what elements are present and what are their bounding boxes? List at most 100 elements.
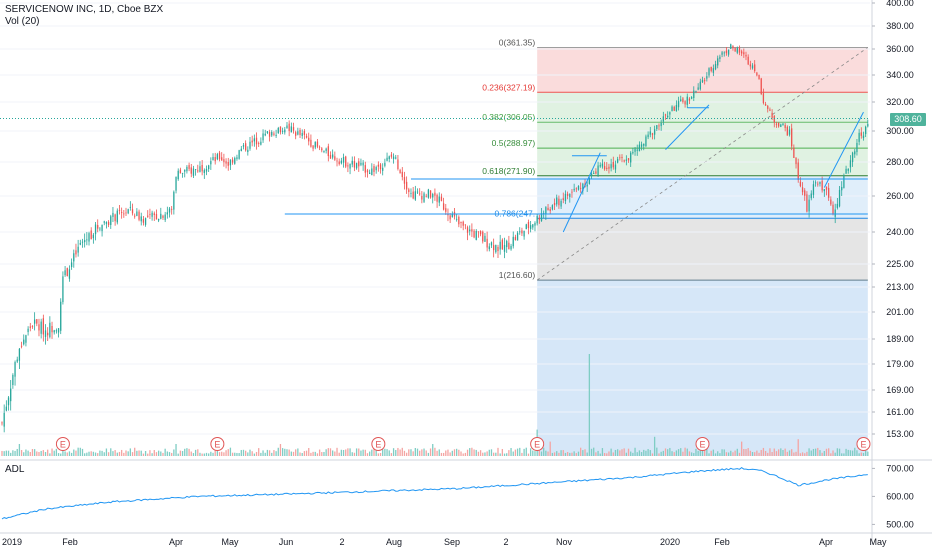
earnings-marker[interactable]: E <box>530 437 545 451</box>
candle-body <box>375 167 377 171</box>
candle-body <box>216 154 219 160</box>
candle-body <box>171 208 173 210</box>
volume-bar <box>366 453 369 456</box>
volume-bar <box>821 452 823 456</box>
candle-body <box>101 224 103 232</box>
fib-zone <box>537 218 868 281</box>
volume-bar <box>677 449 680 456</box>
volume-bar <box>540 451 543 456</box>
volume-bar <box>860 452 862 456</box>
volume-bar <box>371 449 373 456</box>
volume-bar <box>64 451 66 456</box>
candle-body <box>273 133 275 135</box>
candle-body <box>225 161 227 164</box>
candle-body <box>186 166 188 172</box>
volume-bar <box>854 447 856 456</box>
volume-bar <box>29 452 31 456</box>
candle-body <box>157 218 160 221</box>
volume-bar <box>479 450 482 456</box>
candle-body <box>149 214 151 215</box>
candle-body <box>279 126 282 133</box>
candle-body <box>253 138 256 142</box>
candle-body <box>601 163 604 167</box>
candle-body <box>249 141 251 149</box>
volume-bar <box>173 449 175 456</box>
volume-bar <box>492 452 495 456</box>
candle-body <box>543 213 545 214</box>
candle-body <box>162 215 164 218</box>
volume-bar <box>244 450 247 456</box>
candle-body <box>244 143 247 151</box>
volume-bar <box>684 447 686 456</box>
candle-body <box>268 132 271 137</box>
time-tick-label: Apr <box>819 537 833 547</box>
volume-bar <box>599 453 601 456</box>
candle-body <box>808 199 810 212</box>
adl-pane[interactable]: 700.00 600.00 500.00 <box>0 459 932 529</box>
candle-body <box>608 166 610 169</box>
volume-bar <box>99 450 101 456</box>
volume-bar <box>49 453 51 456</box>
candle-body <box>405 181 408 190</box>
volume-bar <box>573 451 575 456</box>
volume-bar <box>693 453 695 456</box>
trend-drawings[interactable] <box>0 104 870 233</box>
price-axis[interactable]: 400.00 380.00 360.00 340.00 320.00 300.00 280.… <box>871 0 914 545</box>
candle-body <box>281 130 284 132</box>
volume-bar <box>566 452 569 456</box>
candle-body <box>849 160 852 168</box>
candle-body <box>553 202 556 206</box>
candle-body <box>595 171 597 174</box>
candle-body <box>858 132 860 142</box>
volume-bar <box>260 452 262 456</box>
volume-bar <box>205 452 208 456</box>
earnings-marker[interactable]: E <box>856 437 871 451</box>
fibonacci-retracement[interactable]: 0(361.35) 0.236(327.19) 0.382(306.05) 0.5(2… <box>482 37 869 456</box>
candle-body <box>432 194 434 198</box>
time-tick-label: Feb <box>62 537 78 547</box>
candle-body <box>512 236 514 247</box>
candle-body <box>97 224 99 229</box>
candle-body <box>336 160 338 162</box>
volume-bar <box>3 451 5 456</box>
candle-body <box>199 166 201 172</box>
volume-bar <box>388 450 390 456</box>
price-tick-label: 380.00 <box>886 21 914 31</box>
candle-body <box>251 140 253 143</box>
candle-body <box>471 229 473 232</box>
volume-bar <box>33 449 36 456</box>
volume-bar <box>506 453 508 456</box>
volume-bar <box>410 449 412 456</box>
candle-body <box>318 146 321 148</box>
candle-body <box>501 239 504 250</box>
time-tick-label: Sep <box>444 537 460 547</box>
earnings-marker[interactable]: E <box>210 437 225 451</box>
candle-body <box>536 215 538 224</box>
earnings-marker[interactable]: E <box>371 437 386 451</box>
candle-body <box>658 125 660 127</box>
candle-body <box>782 123 784 126</box>
candle-body <box>488 246 490 250</box>
volume-bar <box>616 449 619 456</box>
candle-body <box>740 51 743 54</box>
fib-zone <box>537 175 868 219</box>
volume-bar <box>438 449 440 456</box>
candle-body <box>247 149 249 153</box>
earnings-marker[interactable]: E <box>55 437 70 451</box>
candle-body <box>116 210 118 223</box>
volume-bar <box>804 453 806 456</box>
volume-bar <box>273 450 275 456</box>
earnings-circle <box>210 437 225 451</box>
price-tick-label: 320.00 <box>886 97 914 107</box>
candle-body <box>295 132 297 136</box>
volume-bar <box>355 448 358 456</box>
candle-body <box>190 167 192 174</box>
candle-body <box>723 52 725 54</box>
time-axis[interactable]: 2019 Feb Apr May Jun 2 Aug Sep 2 Nov 2020 Feb Apr May <box>0 532 932 547</box>
volume-bar <box>582 450 584 456</box>
price-tick-label: 260.00 <box>886 191 914 201</box>
earnings-marker[interactable]: E <box>695 437 710 451</box>
volume-bar <box>340 449 343 456</box>
